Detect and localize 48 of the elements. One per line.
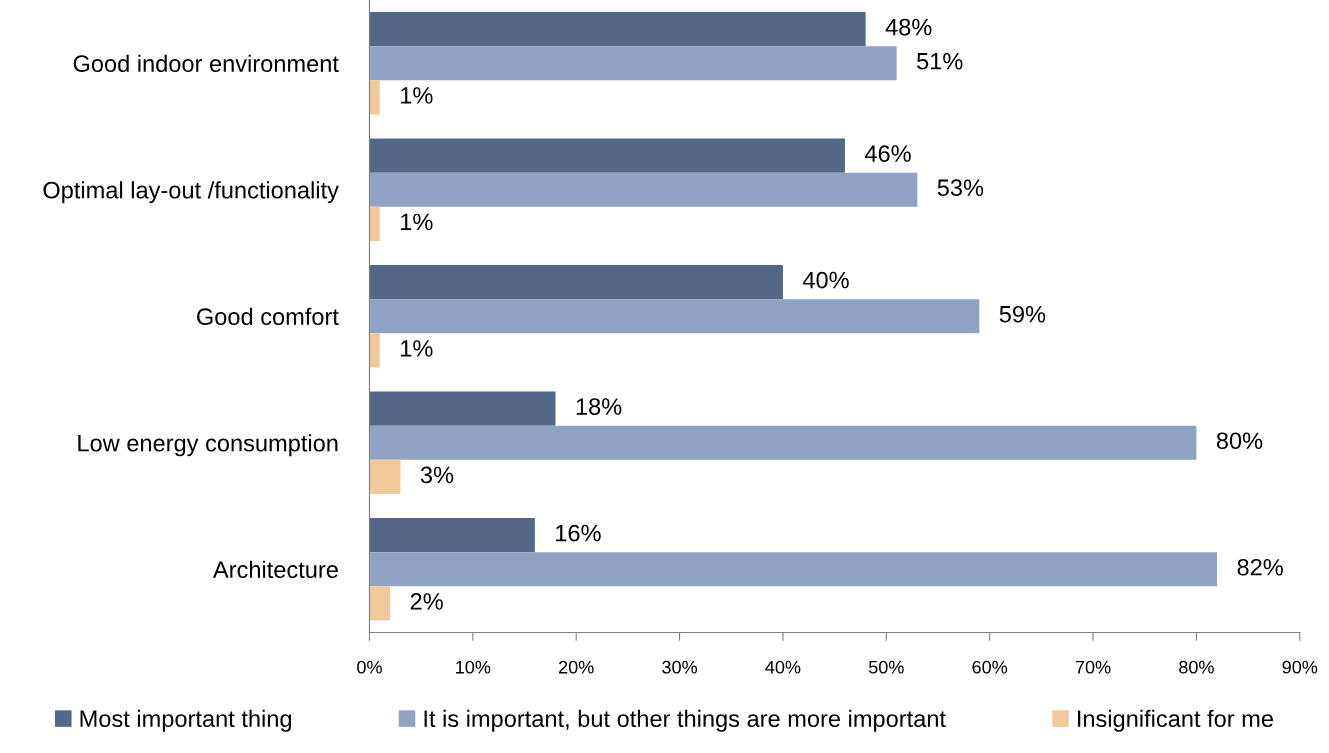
bar	[369, 391, 556, 426]
bar	[369, 172, 918, 207]
y-tick-label: Good indoor environment	[73, 54, 339, 73]
data-label: 3%	[420, 466, 454, 484]
data-label: 80%	[1216, 432, 1263, 450]
bar	[369, 518, 535, 553]
data-label: 51%	[917, 52, 963, 70]
x-tick-label: 60%	[972, 660, 1008, 674]
x-tick-label: 50%	[868, 660, 904, 674]
x-tick-label: 0%	[357, 660, 382, 674]
x-tick-label: 10%	[456, 660, 491, 674]
data-label: 1%	[401, 340, 433, 357]
x-tick-label: 40%	[765, 660, 801, 674]
bar	[369, 138, 845, 173]
bar	[369, 80, 380, 115]
bar	[369, 552, 1218, 587]
data-label: 48%	[885, 18, 932, 36]
bar	[369, 12, 866, 47]
x-tick-label: 70%	[1075, 660, 1111, 674]
x-tick-label: 20%	[559, 660, 594, 674]
x-tick-label: 30%	[662, 660, 697, 674]
bar	[369, 333, 380, 368]
legend-label: It is important, but other things are more important	[424, 709, 946, 732]
bar	[369, 265, 783, 300]
data-label: 82%	[1237, 558, 1283, 576]
x-tick-label: 80%	[1179, 660, 1214, 674]
data-label: 46%	[864, 145, 911, 162]
bar	[369, 586, 391, 621]
y-tick-label: Optimal lay-out /functionality	[43, 181, 339, 204]
data-label: 53%	[937, 179, 984, 197]
legend-label: Most important thing	[80, 709, 292, 732]
data-label: 16%	[556, 524, 601, 542]
data-label: 1%	[401, 213, 433, 231]
legend-label: Insignificant for me	[1078, 709, 1273, 732]
y-tick-label: Low energy consumption	[78, 434, 338, 457]
data-label: 2%	[410, 593, 443, 610]
bar	[369, 46, 897, 81]
y-tick-label: Architecture	[212, 560, 338, 579]
data-label: 18%	[576, 398, 622, 415]
bar	[369, 299, 980, 334]
y-tick-label: Good comfort	[197, 307, 339, 326]
data-label: 40%	[802, 271, 849, 289]
x-tick-label: 90%	[1282, 660, 1318, 674]
data-label: 59%	[999, 305, 1046, 323]
bar	[369, 425, 1197, 460]
data-label: 1%	[401, 87, 433, 104]
bar	[369, 459, 401, 494]
bar	[369, 206, 380, 241]
